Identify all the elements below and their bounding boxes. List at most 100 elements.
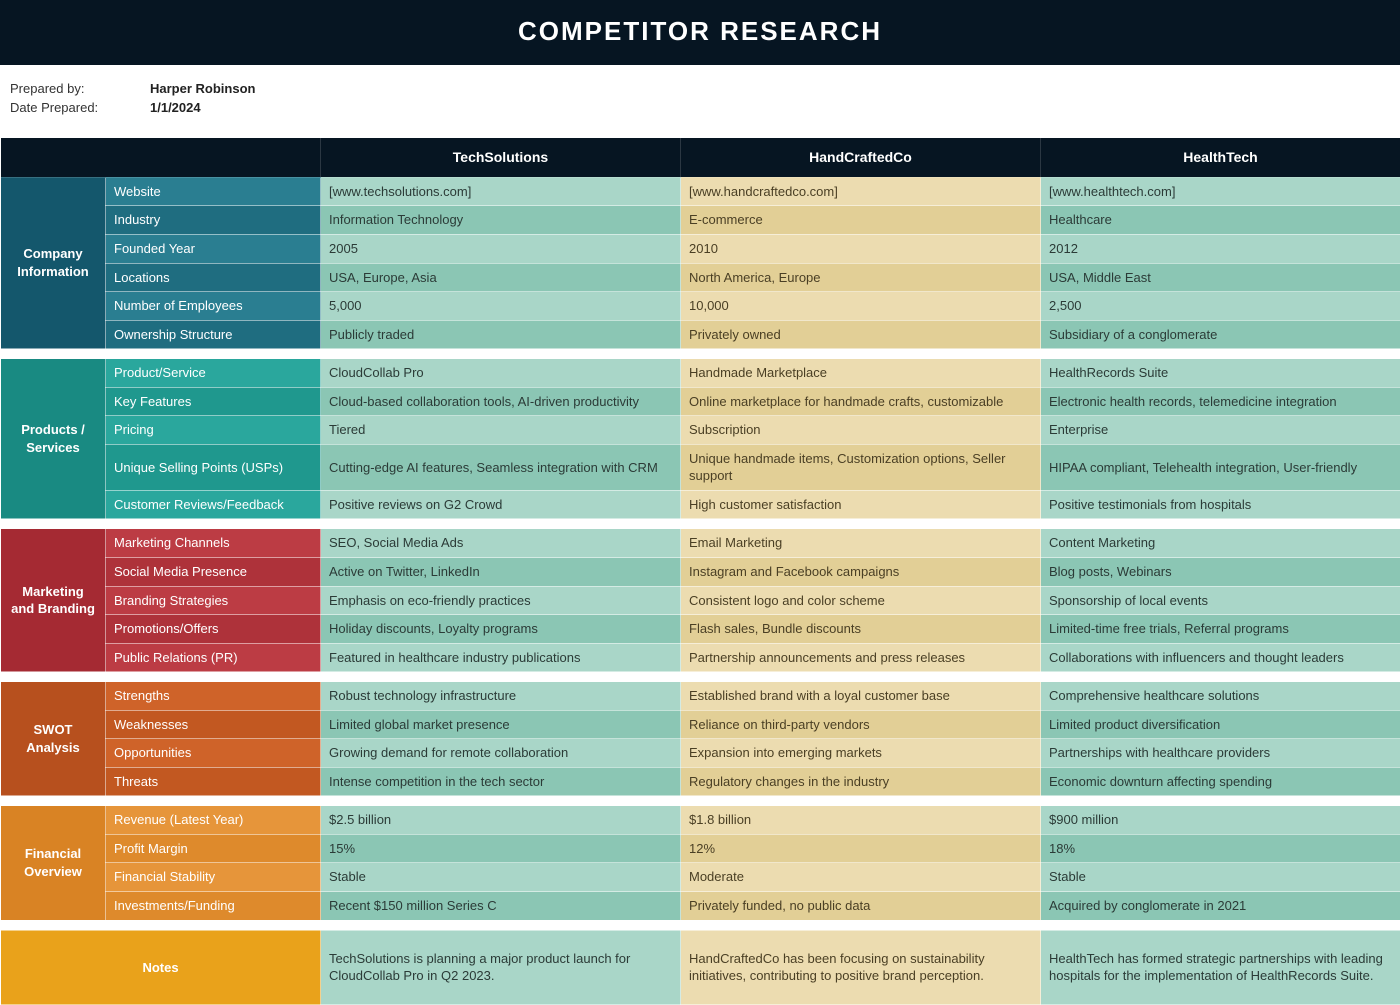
- table-row: Financial OverviewRevenue (Latest Year)$…: [1, 806, 1400, 835]
- table-row: WeaknessesLimited global market presence…: [1, 710, 1400, 739]
- attr-label: Marketing Channels: [106, 529, 321, 558]
- cell: Collaborations with influencers and thou…: [1041, 643, 1400, 672]
- attr-label: Key Features: [106, 387, 321, 416]
- cell: [www.techsolutions.com]: [321, 177, 681, 206]
- cell: Holiday discounts, Loyalty programs: [321, 615, 681, 644]
- cell: Electronic health records, telemedicine …: [1041, 387, 1400, 416]
- cell: 2005: [321, 234, 681, 263]
- header-competitor-0: TechSolutions: [321, 138, 681, 178]
- attr-label: Threats: [106, 767, 321, 796]
- cell: $2.5 billion: [321, 806, 681, 835]
- attr-label: Profit Margin: [106, 834, 321, 863]
- cell: Consistent logo and color scheme: [681, 586, 1041, 615]
- attr-label: Pricing: [106, 416, 321, 445]
- page-title: COMPETITOR RESEARCH: [0, 0, 1400, 65]
- cell: Enterprise: [1041, 416, 1400, 445]
- notes-cell: HandCraftedCo has been focusing on susta…: [681, 930, 1041, 1005]
- cell: USA, Middle East: [1041, 263, 1400, 292]
- cell: Featured in healthcare industry publicat…: [321, 643, 681, 672]
- cell: Blog posts, Webinars: [1041, 558, 1400, 587]
- table-row: ThreatsIntense competition in the tech s…: [1, 767, 1400, 796]
- cell: Positive reviews on G2 Crowd: [321, 490, 681, 519]
- cell: Growing demand for remote collaboration: [321, 739, 681, 768]
- attr-label: Public Relations (PR): [106, 643, 321, 672]
- cell: Economic downturn affecting spending: [1041, 767, 1400, 796]
- section-spacer: [1, 672, 1400, 682]
- header-competitor-1: HandCraftedCo: [681, 138, 1041, 178]
- attr-label: Investments/Funding: [106, 892, 321, 921]
- cell: Online marketplace for handmade crafts, …: [681, 387, 1041, 416]
- cell: Partnerships with healthcare providers: [1041, 739, 1400, 768]
- cell: Emphasis on eco-friendly practices: [321, 586, 681, 615]
- cell: 2,500: [1041, 292, 1400, 321]
- table-row: PricingTieredSubscriptionEnterprise: [1, 416, 1400, 445]
- attr-label: Unique Selling Points (USPs): [106, 444, 321, 490]
- cell: 15%: [321, 834, 681, 863]
- cell: Partnership announcements and press rele…: [681, 643, 1041, 672]
- attr-label: Branding Strategies: [106, 586, 321, 615]
- cell: Email Marketing: [681, 529, 1041, 558]
- table-row: Company InformationWebsite[www.techsolut…: [1, 177, 1400, 206]
- cell: Stable: [321, 863, 681, 892]
- meta-block: Prepared by: Harper Robinson Date Prepar…: [0, 65, 1400, 137]
- cell: Positive testimonials from hospitals: [1041, 490, 1400, 519]
- attr-label: Social Media Presence: [106, 558, 321, 587]
- table-row: SWOT AnalysisStrengthsRobust technology …: [1, 682, 1400, 711]
- cell: HIPAA compliant, Telehealth integration,…: [1041, 444, 1400, 490]
- cell: Stable: [1041, 863, 1400, 892]
- attr-label: Strengths: [106, 682, 321, 711]
- cell: 2010: [681, 234, 1041, 263]
- cell: 10,000: [681, 292, 1041, 321]
- header-competitor-2: HealthTech: [1041, 138, 1400, 178]
- section-spacer: [1, 796, 1400, 806]
- cell: Flash sales, Bundle discounts: [681, 615, 1041, 644]
- cell: Active on Twitter, LinkedIn: [321, 558, 681, 587]
- cell: Healthcare: [1041, 206, 1400, 235]
- attr-label: Industry: [106, 206, 321, 235]
- attr-label: Product/Service: [106, 359, 321, 388]
- table-row: OpportunitiesGrowing demand for remote c…: [1, 739, 1400, 768]
- cell: Content Marketing: [1041, 529, 1400, 558]
- notes-row: NotesTechSolutions is planning a major p…: [1, 930, 1400, 1005]
- section-label: SWOT Analysis: [1, 682, 106, 796]
- date-prepared-label: Date Prepared:: [10, 100, 110, 115]
- cell: Subsidiary of a conglomerate: [1041, 320, 1400, 349]
- competitor-table: TechSolutionsHandCraftedCoHealthTechComp…: [0, 137, 1400, 1005]
- cell: Recent $150 million Series C: [321, 892, 681, 921]
- attr-label: Ownership Structure: [106, 320, 321, 349]
- attr-label: Revenue (Latest Year): [106, 806, 321, 835]
- table-row: Key FeaturesCloud-based collaboration to…: [1, 387, 1400, 416]
- cell: Instagram and Facebook campaigns: [681, 558, 1041, 587]
- section-label: Marketing and Branding: [1, 529, 106, 672]
- notes-label: Notes: [1, 930, 321, 1005]
- competitor-research-page: COMPETITOR RESEARCH Prepared by: Harper …: [0, 0, 1400, 1005]
- cell: Sponsorship of local events: [1041, 586, 1400, 615]
- notes-cell: HealthTech has formed strategic partners…: [1041, 930, 1400, 1005]
- cell: Acquired by conglomerate in 2021: [1041, 892, 1400, 921]
- cell: 12%: [681, 834, 1041, 863]
- cell: Intense competition in the tech sector: [321, 767, 681, 796]
- cell: E-commerce: [681, 206, 1041, 235]
- attr-label: Number of Employees: [106, 292, 321, 321]
- cell: Limited global market presence: [321, 710, 681, 739]
- cell: Tiered: [321, 416, 681, 445]
- cell: CloudCollab Pro: [321, 359, 681, 388]
- cell: Expansion into emerging markets: [681, 739, 1041, 768]
- section-spacer: [1, 519, 1400, 529]
- cell: Cloud-based collaboration tools, AI-driv…: [321, 387, 681, 416]
- table-row: Profit Margin15%12%18%: [1, 834, 1400, 863]
- cell: Privately funded, no public data: [681, 892, 1041, 921]
- notes-cell: TechSolutions is planning a major produc…: [321, 930, 681, 1005]
- table-row: Social Media PresenceActive on Twitter, …: [1, 558, 1400, 587]
- section-label: Products / Services: [1, 359, 106, 519]
- table-row: Investments/FundingRecent $150 million S…: [1, 892, 1400, 921]
- section-label: Company Information: [1, 177, 106, 348]
- cell: 18%: [1041, 834, 1400, 863]
- section-label: Financial Overview: [1, 806, 106, 920]
- prepared-by-value: Harper Robinson: [150, 81, 255, 96]
- cell: USA, Europe, Asia: [321, 263, 681, 292]
- attr-label: Locations: [106, 263, 321, 292]
- table-row: IndustryInformation TechnologyE-commerce…: [1, 206, 1400, 235]
- table-row: Products / ServicesProduct/ServiceCloudC…: [1, 359, 1400, 388]
- attr-label: Website: [106, 177, 321, 206]
